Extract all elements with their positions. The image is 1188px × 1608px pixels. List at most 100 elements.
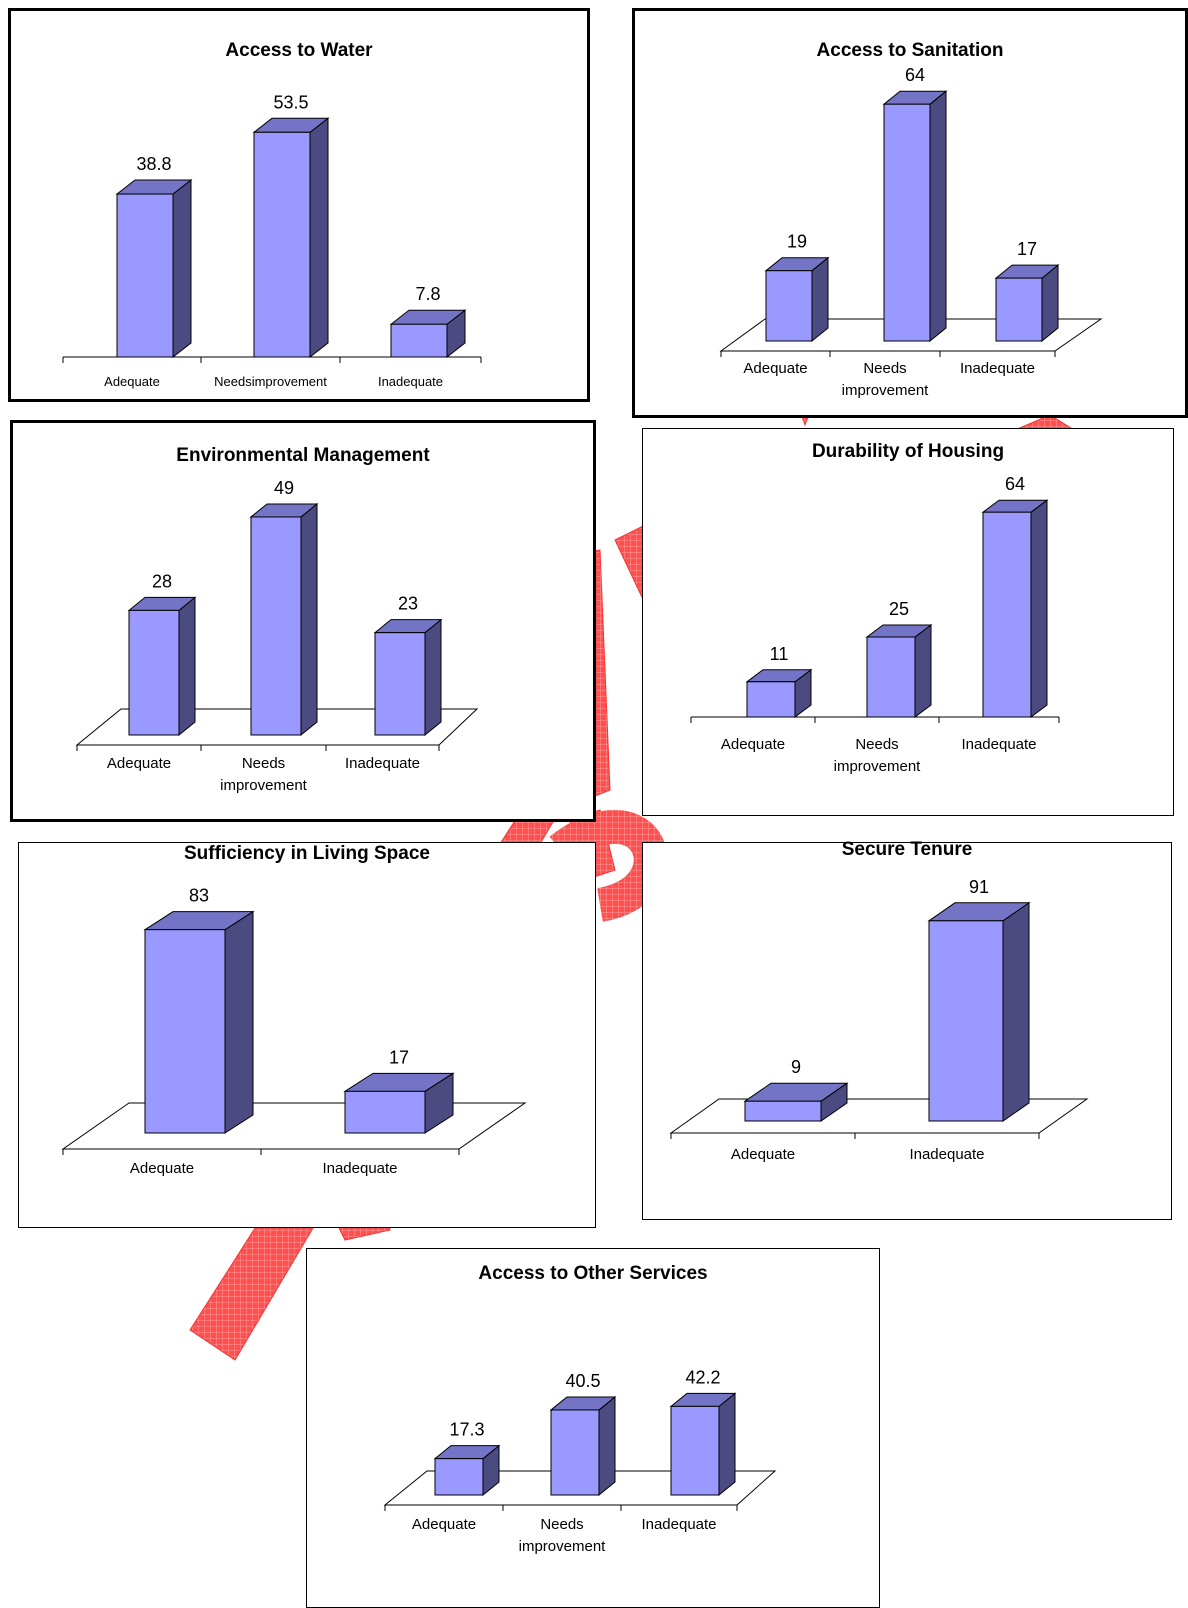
category-label: Needsimprovement — [214, 374, 327, 389]
bar-front — [883, 103, 931, 342]
bar-adequate — [743, 1082, 849, 1122]
bar-inadequate — [927, 901, 1031, 1122]
chart-title: Durability of Housing — [812, 441, 1004, 462]
bar-needs-improvement — [882, 90, 948, 343]
category-label: Adequate — [721, 736, 785, 753]
chart-title: Environmental Management — [176, 445, 430, 466]
bar-side — [172, 179, 192, 359]
bar-front — [344, 1090, 426, 1134]
bar-adequate — [127, 596, 197, 737]
category-label: Needs — [863, 360, 906, 377]
bar-needs-improvement — [549, 1395, 617, 1497]
bar-needs-improvement — [252, 117, 330, 359]
bar-adequate — [764, 256, 830, 343]
category-label: Adequate — [743, 360, 807, 377]
chart-svg: Environmental Management 28 Adequate 49 Need… — [75, 445, 479, 794]
data-label: 42.2 — [685, 1367, 720, 1387]
bar-side — [300, 502, 318, 737]
bar-front — [374, 632, 426, 736]
floor-plane — [61, 1102, 527, 1150]
bar-adequate — [115, 179, 193, 359]
category-label: improvement — [220, 777, 308, 794]
chart-panel-secure-tenure: Secure Tenure 9 Adequate 91 Inadequate — [642, 839, 1172, 1220]
bar-side — [309, 117, 329, 359]
data-label: 40.5 — [565, 1371, 600, 1391]
bar-side — [929, 90, 947, 343]
category-label: Needs — [855, 736, 898, 753]
bar-adequate — [143, 910, 255, 1134]
bar-front — [866, 636, 916, 718]
category-label: Adequate — [104, 374, 160, 389]
bar-inadequate — [981, 499, 1049, 718]
category-label: Inadequate — [961, 736, 1036, 753]
chart-panel-environmental-management: Environmental Management 28 Adequate 49 Need… — [10, 420, 596, 822]
bar-needs-improvement — [249, 502, 319, 737]
bar-front — [746, 681, 796, 718]
chart-svg: Access to Other Services 17.3 Adequate 40.5… — [383, 1263, 777, 1555]
bar-side — [224, 910, 254, 1134]
category-label: improvement — [834, 758, 922, 775]
category-label: Inadequate — [909, 1146, 984, 1163]
data-label: 19 — [787, 232, 807, 252]
chart-svg: Sufficiency in Living Space 83 Adequate 17 I… — [61, 843, 527, 1177]
bar-front — [434, 1458, 484, 1496]
bar-side — [1002, 901, 1030, 1122]
bar-front — [128, 609, 180, 736]
chart-svg: Access to Water 38.8 Adequate 53.5 Needsimpr… — [62, 40, 482, 389]
bar-front — [982, 511, 1032, 718]
data-label: 53.5 — [273, 92, 308, 112]
category-label: Needs — [242, 755, 285, 772]
category-label: Adequate — [412, 1516, 476, 1533]
data-label: 11 — [770, 644, 789, 664]
category-label: Adequate — [107, 755, 171, 772]
data-label: 7.8 — [415, 284, 440, 304]
bar-front — [390, 323, 448, 358]
data-label: 38.8 — [136, 154, 171, 174]
category-label: Adequate — [130, 1160, 194, 1177]
bar-side — [811, 256, 829, 343]
chart-svg: Secure Tenure 9 Adequate 91 Inadequate — [669, 839, 1089, 1163]
data-label: 23 — [398, 594, 418, 614]
chart-title: Sufficiency in Living Space — [184, 843, 430, 864]
category-label: Needs — [540, 1516, 583, 1533]
data-label: 25 — [889, 599, 909, 619]
data-label: 17 — [389, 1047, 409, 1067]
bar-front — [765, 270, 813, 342]
category-label: Adequate — [731, 1146, 795, 1163]
chart-title: Access to Sanitation — [817, 40, 1004, 61]
chart-panel-sufficiency-in-living-space: Sufficiency in Living Space 83 Adequate 17 I… — [18, 842, 596, 1228]
data-label: 83 — [189, 886, 209, 906]
bar-front — [253, 131, 311, 358]
chart-svg: Access to Sanitation 19 Adequate 64 Needs imp… — [719, 40, 1103, 399]
chart-panel-durability-of-housing: Durability of Housing 11 Adequate 25 Needs im… — [642, 428, 1174, 816]
category-label: Inadequate — [345, 755, 420, 772]
data-label: 17 — [1017, 239, 1037, 259]
category-label: Inadequate — [641, 1516, 716, 1533]
bar-inadequate — [389, 309, 467, 359]
bar-inadequate — [373, 618, 443, 737]
chart-svg: Durability of Housing 11 Adequate 25 Needs im… — [690, 441, 1060, 775]
bar-inadequate — [343, 1072, 455, 1134]
bar-adequate — [745, 668, 813, 718]
bar-front — [144, 929, 226, 1134]
bar-side — [1030, 499, 1048, 718]
chart-title: Access to Other Services — [478, 1263, 707, 1284]
category-label: Inadequate — [960, 360, 1035, 377]
bar-inadequate — [994, 264, 1060, 343]
data-label: 28 — [152, 571, 172, 591]
category-label: improvement — [842, 382, 930, 399]
category-label: Inadequate — [322, 1160, 397, 1177]
bar-front — [550, 1409, 600, 1496]
data-label: 49 — [274, 478, 294, 498]
bar-side — [914, 624, 932, 718]
chart-panel-access-to-sanitation: Access to Sanitation 19 Adequate 64 Needs imp… — [632, 8, 1188, 418]
bar-needs-improvement — [865, 624, 933, 718]
chart-title: Secure Tenure — [842, 839, 973, 860]
bar-front — [995, 277, 1043, 342]
data-label: 9 — [791, 1057, 801, 1077]
bar-adequate — [433, 1444, 501, 1497]
category-label: improvement — [519, 1538, 607, 1555]
data-label: 64 — [1005, 474, 1025, 494]
category-label: Inadequate — [378, 374, 443, 389]
bar-front — [670, 1405, 720, 1496]
